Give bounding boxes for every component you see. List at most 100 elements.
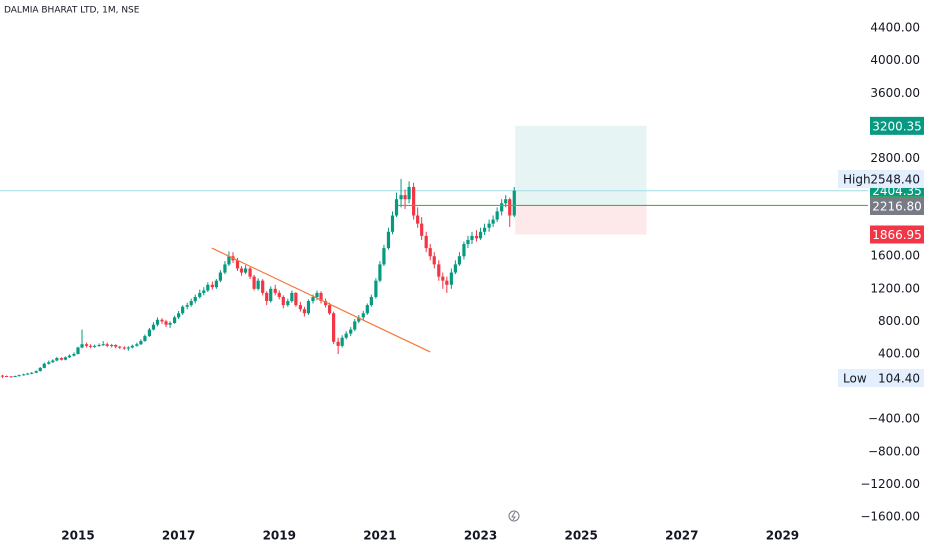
candle-body bbox=[344, 333, 348, 338]
trend-line bbox=[211, 247, 431, 353]
candle-body bbox=[491, 219, 495, 224]
candle-body bbox=[223, 264, 227, 273]
price-label-box bbox=[870, 116, 924, 135]
candle-body bbox=[512, 190, 516, 216]
candle-body bbox=[34, 371, 38, 373]
candle-body bbox=[407, 186, 411, 200]
candle-body bbox=[470, 235, 474, 240]
y-tick-label: −400.00 bbox=[868, 412, 920, 426]
extreme-value: 104.40 bbox=[878, 372, 920, 386]
candle-body bbox=[92, 345, 97, 347]
candle-body bbox=[290, 292, 294, 302]
candle-body bbox=[369, 296, 373, 306]
y-tick-label: −1200.00 bbox=[860, 477, 920, 491]
candle-body bbox=[198, 292, 202, 297]
candle-body bbox=[248, 268, 252, 277]
candle-body bbox=[437, 264, 441, 277]
candle-body bbox=[365, 305, 369, 314]
candle-body bbox=[210, 284, 214, 288]
candle-body bbox=[80, 344, 84, 348]
candle-body bbox=[239, 268, 244, 273]
candle-body bbox=[500, 203, 504, 212]
candle-body bbox=[357, 317, 361, 322]
candle-body bbox=[88, 345, 93, 347]
candle-body bbox=[277, 292, 281, 297]
candle-body bbox=[336, 341, 340, 346]
price-label-box bbox=[870, 225, 924, 244]
candle-body bbox=[332, 313, 336, 342]
candle-body bbox=[0, 375, 5, 377]
candle-body bbox=[155, 319, 160, 325]
candle-body bbox=[256, 280, 260, 289]
candle-body bbox=[298, 305, 303, 310]
candle-body bbox=[206, 284, 210, 291]
candle-body bbox=[97, 345, 101, 347]
x-tick-label: 2021 bbox=[363, 529, 396, 543]
candle-body bbox=[374, 280, 378, 297]
candle-body bbox=[449, 272, 453, 285]
candle-body bbox=[164, 321, 168, 325]
candle-body bbox=[508, 199, 512, 216]
x-tick-label: 2029 bbox=[766, 529, 799, 543]
event-icon bbox=[508, 510, 520, 522]
candle-body bbox=[495, 211, 499, 220]
candle-body bbox=[432, 256, 436, 265]
price-axis: 4400.00 4000.00 3600.00 2800.00 1600.00 1200.… bbox=[838, 21, 924, 523]
price-label: 2216.80 bbox=[872, 199, 922, 213]
candle-body bbox=[151, 324, 156, 330]
candle-body bbox=[323, 301, 328, 306]
candle-body bbox=[294, 292, 298, 306]
loss-zone bbox=[515, 205, 647, 235]
candle-body bbox=[478, 231, 483, 239]
candle-body bbox=[420, 223, 424, 236]
candle-body bbox=[72, 354, 76, 356]
candle-body bbox=[135, 344, 139, 346]
candle-body bbox=[466, 239, 470, 245]
candle-body bbox=[22, 374, 26, 376]
extreme-box bbox=[838, 169, 924, 188]
candle-body bbox=[361, 313, 365, 318]
candle-body bbox=[160, 319, 164, 322]
candle-body bbox=[353, 321, 357, 330]
candle-body bbox=[185, 305, 189, 307]
candle-body bbox=[273, 288, 277, 293]
candle-body bbox=[76, 347, 80, 355]
candle-body bbox=[193, 296, 197, 302]
y-tick-label: 1200.00 bbox=[870, 281, 920, 295]
candle-body bbox=[13, 376, 17, 378]
candle-body bbox=[382, 248, 386, 265]
extreme-name: High bbox=[843, 172, 871, 186]
candle-body bbox=[51, 360, 55, 363]
candle-body bbox=[84, 344, 89, 346]
candle-body bbox=[59, 358, 63, 360]
candle-body bbox=[315, 292, 319, 297]
x-tick-label: 2017 bbox=[162, 529, 195, 543]
candle-body bbox=[457, 256, 462, 265]
extreme-box bbox=[838, 369, 924, 388]
candle-body bbox=[38, 367, 42, 372]
candle-body bbox=[281, 296, 285, 306]
candle-body bbox=[130, 345, 134, 348]
candle-body bbox=[139, 340, 143, 345]
candle-body bbox=[378, 264, 382, 281]
candle-body bbox=[482, 227, 487, 232]
candle-body bbox=[235, 260, 240, 269]
candle-body bbox=[105, 344, 109, 346]
candle-body bbox=[101, 344, 105, 346]
x-tick-label: 2023 bbox=[464, 529, 497, 543]
candle-body bbox=[177, 313, 181, 318]
x-tick-label: 2019 bbox=[263, 529, 296, 543]
y-tick-label: 1600.00 bbox=[870, 249, 920, 263]
y-tick-label: 400.00 bbox=[878, 347, 920, 361]
candle-body bbox=[30, 372, 34, 374]
y-tick-label: 3600.00 bbox=[870, 86, 920, 100]
candle-body bbox=[118, 346, 122, 348]
y-tick-label: −800.00 bbox=[868, 444, 920, 458]
candle-body bbox=[214, 280, 218, 288]
candle-body bbox=[143, 336, 147, 341]
candle-body bbox=[181, 306, 185, 314]
price-label: 3200.35 bbox=[872, 119, 922, 133]
candle-body bbox=[147, 329, 152, 337]
